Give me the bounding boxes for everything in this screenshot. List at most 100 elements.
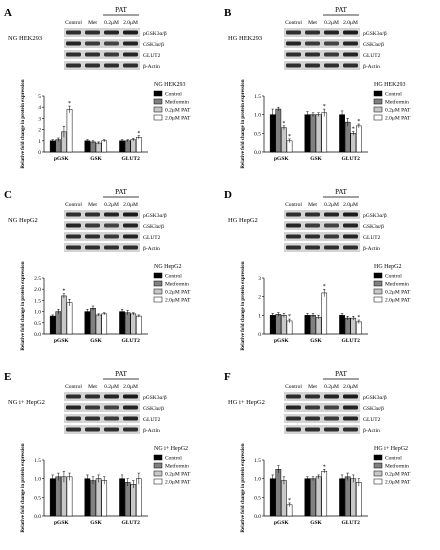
blot-band: [123, 394, 138, 399]
blot-band: [343, 63, 358, 68]
legend-swatch: [153, 272, 163, 279]
blot-band: [305, 52, 320, 57]
blot-protein-label: GSK3α/β: [143, 42, 164, 48]
x-tick-label: pGSK: [54, 520, 69, 526]
blot-band: [104, 212, 119, 217]
legend-label: 2.0μM PAT: [165, 116, 191, 122]
legend-label: Control: [165, 274, 182, 280]
bar: [304, 114, 311, 153]
legend-label: Metformin: [165, 99, 189, 106]
legend-swatch: [373, 296, 383, 303]
blot-column-label: 0.2μM: [104, 202, 119, 208]
bar: [101, 480, 108, 517]
blot-column-label: Control: [285, 20, 302, 26]
legend-label: 2.0μM PAT: [385, 116, 411, 122]
blot-band: [123, 427, 138, 432]
blot-band: [286, 52, 301, 57]
y-axis-label: Relative fold change in protein expressi…: [21, 443, 26, 532]
x-tick-label: pGSK: [54, 156, 69, 162]
bar: [84, 478, 91, 517]
blot-band: [324, 427, 339, 432]
x-tick-label: pGSK: [274, 338, 289, 344]
x-tick-label: GSK: [90, 156, 102, 162]
x-tick-label: GLUT2: [341, 520, 360, 526]
blot-band: [85, 52, 100, 57]
blot-band: [305, 63, 320, 68]
bar: [339, 478, 345, 517]
legend-swatch: [373, 272, 383, 279]
blot-strip: [284, 243, 360, 252]
blot-column-label: 2.0μM: [123, 20, 138, 26]
legend-label: 0.2μM PAT: [165, 472, 191, 478]
blot-band: [85, 234, 100, 239]
y-tick-label: 1.0: [254, 477, 261, 483]
blot-protein-label: β-Actin: [143, 246, 160, 252]
blot-band: [85, 394, 100, 399]
blot-band: [123, 41, 138, 46]
blot-band: [66, 52, 81, 57]
y-tick-label: 2.0: [34, 287, 41, 293]
bar: [339, 315, 345, 335]
significance-mark: *: [357, 315, 360, 321]
bar: [350, 478, 357, 517]
blot-column-label: 0.2μM: [104, 384, 119, 390]
x-tick-label: GLUT2: [341, 338, 360, 344]
bar: [310, 114, 316, 153]
blot-strip: [284, 210, 360, 219]
x-tick-label: GSK: [310, 338, 322, 344]
blot-band: [343, 234, 358, 239]
blot-strip: [64, 221, 140, 230]
x-tick-label: GLUT2: [121, 520, 140, 526]
blot-strip: [284, 403, 360, 412]
blot-condition-label: NG HepG2: [8, 217, 38, 224]
blot-strip: [284, 414, 360, 423]
blot-protein-label: GLUT2: [143, 235, 161, 241]
bar: [124, 482, 131, 517]
blot-band: [286, 212, 301, 217]
bar: [84, 311, 91, 335]
bar: [321, 112, 328, 153]
blot-band: [85, 63, 100, 68]
legend-swatch: [153, 462, 163, 469]
legend-swatch: [153, 470, 163, 477]
legend-title: HG HEK293: [374, 82, 406, 88]
bar: [275, 469, 282, 517]
legend-label: 0.2μM PAT: [385, 472, 411, 478]
blot-band: [85, 212, 100, 217]
bar: [344, 121, 351, 153]
significance-mark: *: [68, 101, 71, 107]
blot-band: [343, 416, 358, 421]
bar: [339, 114, 345, 153]
pat-group-label: PAT: [115, 6, 128, 14]
blot-protein-label: GSK3α/β: [363, 42, 384, 48]
blot-band: [123, 63, 138, 68]
blot-protein-label: GLUT2: [363, 53, 381, 59]
bar: [101, 313, 108, 335]
y-tick-label: 0.5: [34, 495, 41, 501]
blot-band: [343, 30, 358, 35]
blot-column-label: Control: [65, 384, 82, 390]
significance-mark: *: [288, 314, 291, 320]
bar: [90, 141, 96, 153]
panel-f: F HG i+ HepG2 PAT Control Met 0.2μM 2.0μM pGSK3…: [224, 370, 411, 533]
blot-band: [305, 212, 320, 217]
blot-column-label: Met: [88, 20, 97, 26]
blot-band: [85, 41, 100, 46]
blot-strip: [64, 28, 140, 37]
y-axis-label: Relative fold change in protein expressi…: [241, 443, 246, 532]
blot-band: [286, 223, 301, 228]
blot-band: [123, 245, 138, 250]
blot-band: [66, 234, 81, 239]
bar: [90, 480, 96, 517]
significance-mark: *: [288, 134, 291, 140]
blot-condition-label: HG i+ HepG2: [228, 399, 265, 406]
bar: [130, 484, 137, 517]
blot-column-label: 0.2μM: [324, 20, 339, 26]
y-tick-label: 2.5: [34, 276, 41, 282]
bar: [130, 313, 137, 335]
legend-swatch: [153, 288, 163, 295]
bar: [49, 478, 56, 517]
blot-strip: [284, 425, 360, 434]
blot-band: [343, 394, 358, 399]
